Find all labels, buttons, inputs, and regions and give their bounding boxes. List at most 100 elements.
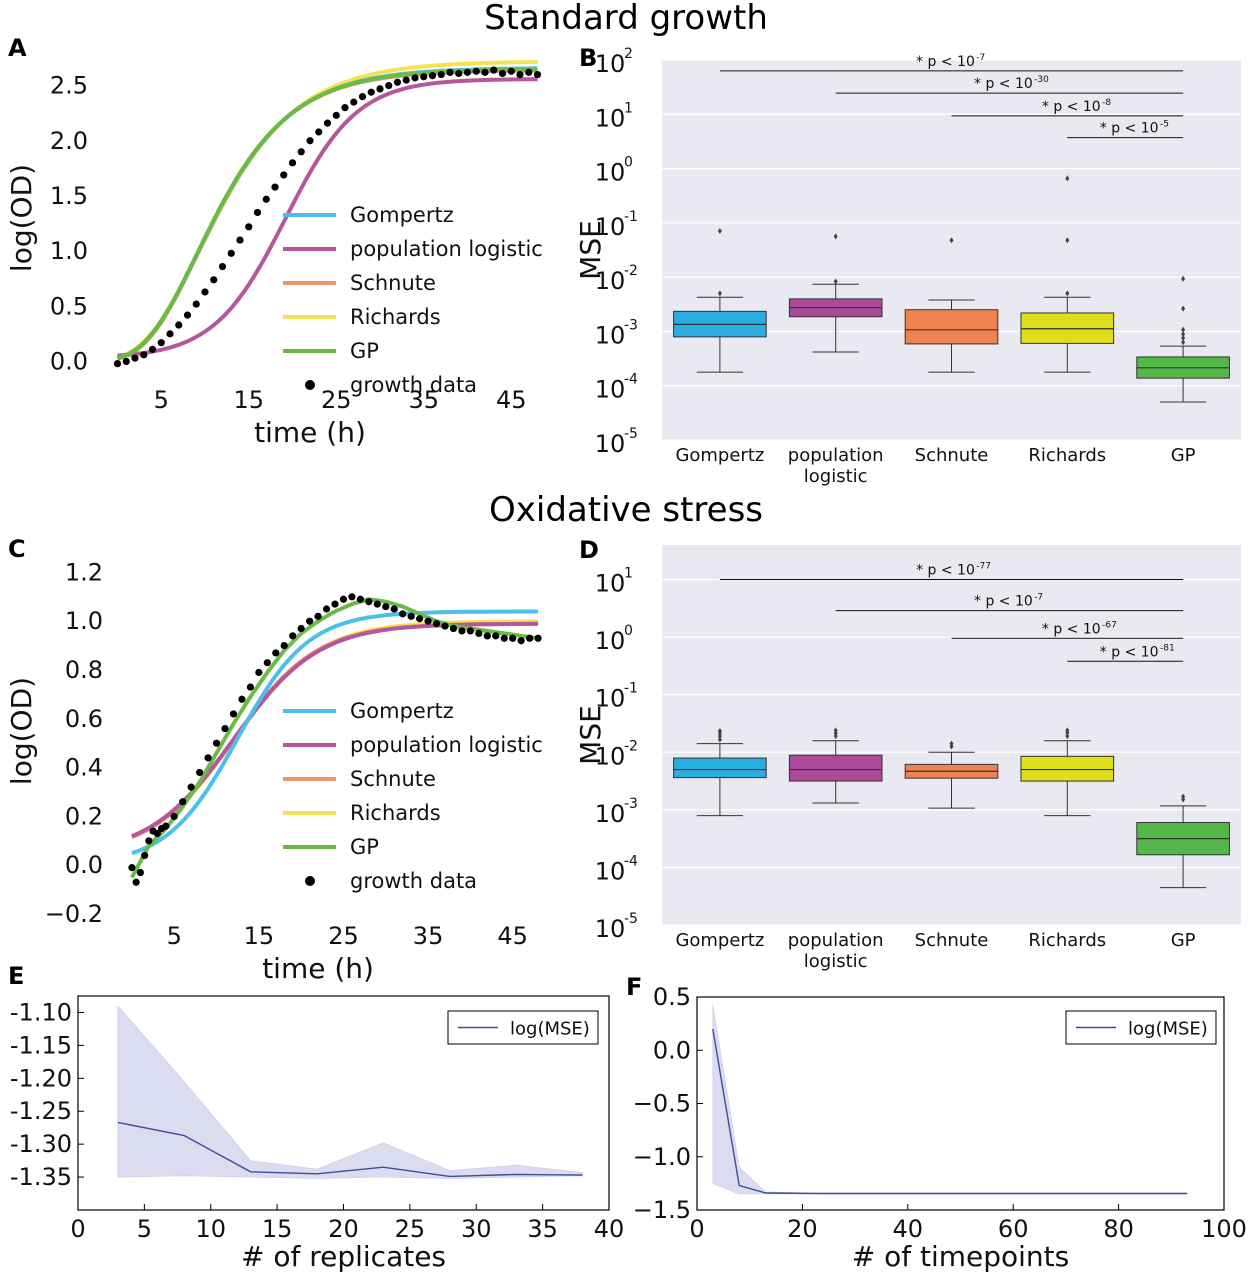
data-point <box>407 612 415 620</box>
outlier-point <box>717 228 722 234</box>
data-point <box>131 354 139 362</box>
data-point <box>428 72 437 80</box>
x-tick-label: 20 <box>787 1215 818 1243</box>
panel-f-mse-vs-timepoints: −1.5 −1.0 −0.5 0.0 0.5 0 20 40 60 80 100 # of timep… <box>633 983 1247 1273</box>
panel-a-growth-curves: 0.0 0.5 1.0 1.5 2.0 2.5 5 15 25 35 45 time (h) log(O… <box>5 60 543 449</box>
data-point <box>481 68 489 76</box>
data-point <box>446 68 454 76</box>
data-point <box>348 593 356 601</box>
y-tick-label: 0.4 <box>65 754 103 782</box>
x-category-label: Schnute <box>915 445 989 466</box>
x-tick-label: 5 <box>137 1215 152 1243</box>
data-point <box>210 276 218 284</box>
data-point <box>350 98 358 106</box>
data-point <box>245 223 253 231</box>
x-tick-label: 20 <box>328 1215 359 1243</box>
data-point <box>367 88 375 96</box>
plot-background <box>662 545 1241 925</box>
data-point <box>402 76 410 84</box>
y-tick-label: −0.5 <box>633 1090 691 1118</box>
data-point <box>331 600 339 608</box>
legend-label-richards: Richards <box>350 801 441 825</box>
data-point <box>323 119 332 127</box>
data-point <box>297 148 305 156</box>
y-tick-base: 10 <box>595 857 626 885</box>
data-point <box>236 236 244 244</box>
y-tick-exponent: 0 <box>624 623 633 639</box>
x-category-label: logistic <box>804 951 868 972</box>
outlier-point <box>833 278 838 285</box>
y-axis-label: MSE <box>574 705 607 765</box>
x-tick-label: 80 <box>1103 1215 1134 1243</box>
title-oxidative-stress: Oxidative stress <box>489 490 763 530</box>
y-tick-label: −1.0 <box>633 1143 691 1171</box>
data-point <box>373 600 381 608</box>
data-point <box>145 837 153 845</box>
y-tick-label: 0.8 <box>65 656 103 684</box>
x-tick-label: 45 <box>496 386 527 414</box>
outlier-point <box>1181 793 1186 800</box>
y-tick-label: -1.10 <box>10 998 72 1026</box>
data-point <box>221 724 229 733</box>
data-point <box>122 357 130 366</box>
data-point <box>455 69 463 78</box>
box-gompertz <box>673 228 767 373</box>
data-point <box>229 710 238 718</box>
x-tick-label: 25 <box>328 922 359 950</box>
data-point <box>148 345 157 353</box>
y-tick-label: 0.0 <box>65 851 103 879</box>
panel-e-mse-vs-replicates: -1.35 -1.30 -1.25 -1.20 -1.15 -1.10 0 5 10 15 20 25… <box>10 995 624 1273</box>
data-point <box>475 629 483 638</box>
x-tick-label: 5 <box>154 386 169 414</box>
data-point <box>490 66 498 74</box>
mse-line <box>712 1028 1188 1195</box>
data-point <box>390 605 398 613</box>
mse-line <box>117 1121 583 1178</box>
legend-label-log-mse: log(MSE) <box>1128 1019 1208 1040</box>
data-point <box>376 85 384 93</box>
legend-label-gp: GP <box>350 835 379 859</box>
outlier-point <box>949 237 954 244</box>
box-population-logistic <box>788 727 883 804</box>
panel-letter-f: F <box>626 973 642 1001</box>
panel-b-mse-boxplot: 10-510-410-310-210-1100101102MSEGompertz… <box>574 46 1241 487</box>
data-point <box>204 754 212 762</box>
y-tick-label: -1.15 <box>10 1031 72 1059</box>
data-point <box>179 798 187 806</box>
data-point <box>498 69 507 78</box>
plot-background <box>662 60 1241 440</box>
y-tick-exponent: -4 <box>624 853 638 869</box>
legend-marker-growth-data <box>305 380 315 390</box>
x-category-label: population <box>788 930 884 951</box>
x-tick-label: 45 <box>497 922 528 950</box>
y-tick-exponent: 0 <box>624 155 633 171</box>
y-tick-base: 10 <box>595 685 626 713</box>
x-tick-label: 35 <box>527 1215 558 1243</box>
box-schnute <box>904 740 999 809</box>
data-point <box>280 642 288 650</box>
y-axis-label: log(OD) <box>5 164 38 272</box>
data-point <box>483 632 491 640</box>
data-point <box>306 617 314 625</box>
outlier-point <box>1065 237 1070 244</box>
curve-population-logistic <box>131 621 539 839</box>
curve-population-logistic <box>117 77 538 358</box>
data-point <box>253 208 262 217</box>
outlier-point <box>1181 326 1186 333</box>
y-tick-base: 10 <box>595 267 626 295</box>
significance-exponent: -7 <box>976 53 985 63</box>
y-tick-base: 10 <box>595 570 626 598</box>
x-category-label: logistic <box>804 466 868 487</box>
significance-label: * p < 10 <box>916 54 975 70</box>
y-tick-base: 10 <box>595 104 626 132</box>
panel-letter-d: D <box>579 536 599 564</box>
y-tick-label: 0.0 <box>653 1036 691 1064</box>
data-point <box>132 878 140 886</box>
curve-richards <box>131 619 539 839</box>
outlier-point <box>1065 727 1070 734</box>
data-point <box>472 67 480 75</box>
y-tick-label: -1.20 <box>10 1064 72 1092</box>
y-tick-label: -1.25 <box>10 1097 72 1125</box>
data-point <box>218 262 227 271</box>
data-point <box>441 622 449 630</box>
